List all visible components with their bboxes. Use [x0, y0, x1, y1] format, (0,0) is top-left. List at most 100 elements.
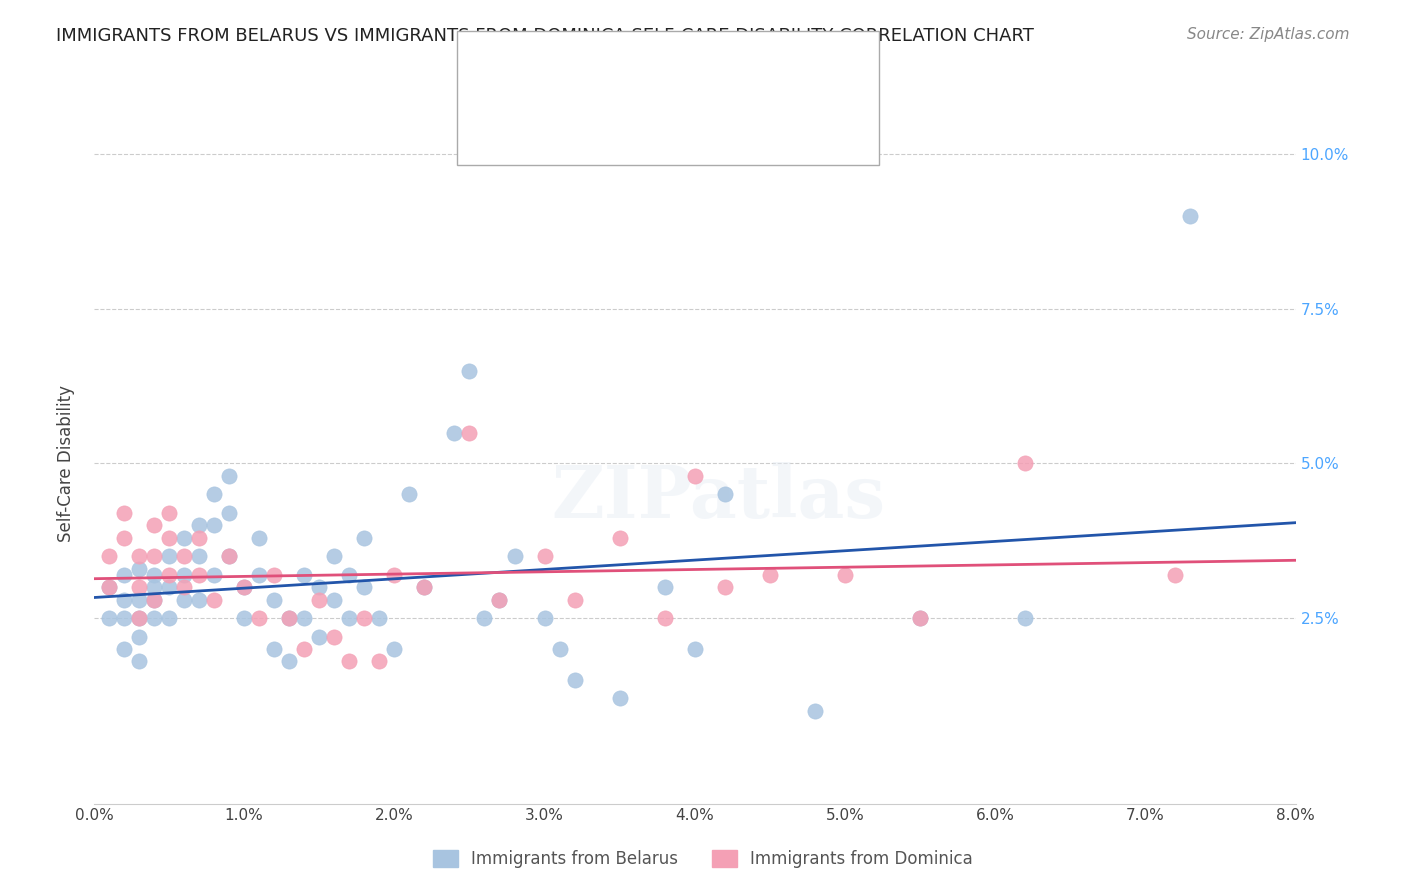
Point	[759, 567, 782, 582]
Point	[202, 592, 225, 607]
Point	[278, 611, 301, 625]
Point	[1164, 567, 1187, 582]
Point	[368, 654, 391, 668]
Point	[128, 654, 150, 668]
Legend: R = -0.085   N = 68, R =  0.078    N = 44: R = -0.085 N = 68, R = 0.078 N = 44	[571, 78, 820, 156]
Point	[382, 567, 405, 582]
Point	[128, 592, 150, 607]
Point	[97, 580, 120, 594]
Text: ZIPatlas: ZIPatlas	[551, 462, 886, 533]
Point	[247, 567, 270, 582]
Point	[1014, 457, 1036, 471]
Point	[218, 468, 240, 483]
Point	[1014, 611, 1036, 625]
Point	[218, 506, 240, 520]
Point	[413, 580, 436, 594]
Point	[143, 567, 166, 582]
Point	[564, 673, 586, 687]
Point	[97, 611, 120, 625]
Point	[413, 580, 436, 594]
Point	[128, 580, 150, 594]
Point	[128, 549, 150, 564]
Point	[458, 364, 481, 378]
Point	[188, 549, 211, 564]
Point	[128, 611, 150, 625]
Point	[263, 567, 285, 582]
Point	[1180, 209, 1202, 223]
Point	[443, 425, 465, 440]
Point	[292, 611, 315, 625]
Point	[323, 592, 346, 607]
Point	[278, 611, 301, 625]
Point	[353, 611, 375, 625]
Point	[173, 549, 195, 564]
Point	[218, 549, 240, 564]
Point	[157, 531, 180, 545]
Point	[143, 580, 166, 594]
Point	[173, 592, 195, 607]
Point	[533, 611, 555, 625]
Point	[128, 611, 150, 625]
Point	[128, 561, 150, 575]
Text: IMMIGRANTS FROM BELARUS VS IMMIGRANTS FROM DOMINICA SELF-CARE DISABILITY CORRELA: IMMIGRANTS FROM BELARUS VS IMMIGRANTS FR…	[56, 27, 1035, 45]
Point	[337, 567, 360, 582]
Point	[804, 704, 827, 718]
Point	[233, 580, 256, 594]
Point	[398, 487, 420, 501]
Point	[247, 611, 270, 625]
Point	[908, 611, 931, 625]
Point	[834, 567, 856, 582]
Point	[112, 592, 135, 607]
Point	[382, 642, 405, 657]
Point	[97, 549, 120, 564]
Point	[323, 630, 346, 644]
Point	[112, 506, 135, 520]
Point	[173, 567, 195, 582]
Point	[308, 580, 330, 594]
Point	[533, 549, 555, 564]
Point	[609, 531, 631, 545]
Point	[143, 592, 166, 607]
Point	[503, 549, 526, 564]
Point	[233, 580, 256, 594]
Point	[112, 567, 135, 582]
Point	[157, 549, 180, 564]
Point	[188, 518, 211, 533]
Point	[233, 611, 256, 625]
Point	[353, 531, 375, 545]
Point	[188, 567, 211, 582]
Legend: Immigrants from Belarus, Immigrants from Dominica: Immigrants from Belarus, Immigrants from…	[426, 843, 980, 875]
Point	[157, 506, 180, 520]
Point	[609, 691, 631, 706]
Point	[143, 592, 166, 607]
Point	[337, 654, 360, 668]
Point	[337, 611, 360, 625]
Point	[218, 549, 240, 564]
Point	[112, 642, 135, 657]
Point	[263, 592, 285, 607]
Point	[157, 611, 180, 625]
Point	[173, 580, 195, 594]
Point	[488, 592, 510, 607]
Point	[714, 487, 737, 501]
Point	[308, 630, 330, 644]
Point	[173, 531, 195, 545]
Point	[353, 580, 375, 594]
Point	[714, 580, 737, 594]
Point	[548, 642, 571, 657]
Point	[202, 487, 225, 501]
Point	[112, 611, 135, 625]
Point	[488, 592, 510, 607]
Text: Source: ZipAtlas.com: Source: ZipAtlas.com	[1187, 27, 1350, 42]
Point	[112, 531, 135, 545]
Point	[458, 425, 481, 440]
Point	[143, 611, 166, 625]
Point	[202, 567, 225, 582]
Point	[368, 611, 391, 625]
Point	[263, 642, 285, 657]
Point	[143, 549, 166, 564]
Point	[292, 642, 315, 657]
Point	[683, 468, 706, 483]
Point	[278, 654, 301, 668]
Point	[474, 611, 496, 625]
